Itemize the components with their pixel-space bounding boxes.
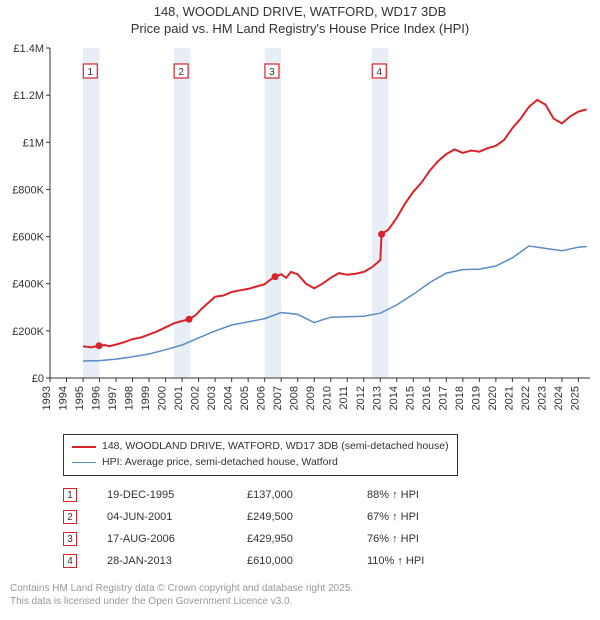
svg-text:2003: 2003 <box>206 386 218 410</box>
svg-text:2005: 2005 <box>239 386 251 410</box>
footer-line2: This data is licensed under the Open Gov… <box>10 596 292 607</box>
sales-row: 3 17-AUG-2006£429,95076% ↑ HPI <box>63 528 487 550</box>
legend-swatch-blue <box>72 462 96 463</box>
chart-title: 148, WOODLAND DRIVE, WATFORD, WD17 3DB P… <box>0 0 600 38</box>
svg-text:2007: 2007 <box>272 386 284 410</box>
sale-date: 17-AUG-2006 <box>107 533 247 545</box>
chart-plot-area: 1 2 3 4 £0 £200K £400K £600K £800K £1M £1.2M £1.4M 1… <box>0 38 600 428</box>
sale-marker-box: 4 <box>63 554 77 568</box>
svg-text:2001: 2001 <box>173 386 185 410</box>
sales-row: 2 04-JUN-2001£249,50067% ↑ HPI <box>63 506 487 528</box>
svg-text:1995: 1995 <box>74 386 86 410</box>
svg-text:1993: 1993 <box>41 386 53 410</box>
legend-label-red: 148, WOODLAND DRIVE, WATFORD, WD17 3DB (… <box>102 439 449 455</box>
svg-text:2009: 2009 <box>305 386 317 410</box>
sales-table: 1 19-DEC-1995£137,00088% ↑ HPI 2 04-JUN-200… <box>63 484 487 572</box>
svg-text:2025: 2025 <box>569 386 581 410</box>
svg-text:2021: 2021 <box>503 386 515 410</box>
sale-pct: 110% ↑ HPI <box>367 555 487 567</box>
svg-text:£1.4M: £1.4M <box>13 43 44 55</box>
svg-text:2008: 2008 <box>289 386 301 410</box>
svg-text:£1M: £1M <box>23 137 44 149</box>
svg-text:2022: 2022 <box>520 386 532 410</box>
svg-text:2011: 2011 <box>338 386 350 410</box>
sale-price: £610,000 <box>247 555 367 567</box>
svg-text:3: 3 <box>269 67 275 78</box>
sale-marker-box: 3 <box>63 532 77 546</box>
svg-text:2015: 2015 <box>404 386 416 410</box>
svg-text:£1.2M: £1.2M <box>13 90 44 102</box>
svg-text:2010: 2010 <box>322 386 334 410</box>
svg-text:£800K: £800K <box>12 184 44 196</box>
svg-text:2020: 2020 <box>487 386 499 410</box>
svg-text:2000: 2000 <box>157 386 169 410</box>
svg-text:1997: 1997 <box>107 386 119 410</box>
sale-price: £429,950 <box>247 533 367 545</box>
title-address: 148, WOODLAND DRIVE, WATFORD, WD17 3DB <box>154 4 447 19</box>
sale-marker-box: 2 <box>63 510 77 524</box>
legend-row-red: 148, WOODLAND DRIVE, WATFORD, WD17 3DB (… <box>72 439 449 455</box>
legend: 148, WOODLAND DRIVE, WATFORD, WD17 3DB (… <box>63 434 458 476</box>
svg-text:2017: 2017 <box>437 386 449 410</box>
sale-price: £137,000 <box>247 489 367 501</box>
svg-text:1996: 1996 <box>91 386 103 410</box>
svg-text:1: 1 <box>88 67 94 78</box>
sale-marker-box: 1 <box>63 488 77 502</box>
svg-text:1994: 1994 <box>58 386 70 410</box>
sale-pct: 67% ↑ HPI <box>367 511 487 523</box>
svg-text:2019: 2019 <box>470 386 482 410</box>
svg-text:2024: 2024 <box>553 386 565 410</box>
svg-text:£400K: £400K <box>12 278 44 290</box>
svg-text:2023: 2023 <box>536 386 548 410</box>
svg-text:4: 4 <box>376 67 382 78</box>
footer-attribution: Contains HM Land Registry data © Crown c… <box>10 582 353 608</box>
svg-text:2002: 2002 <box>190 386 202 410</box>
legend-swatch-red <box>72 446 96 448</box>
svg-text:2012: 2012 <box>355 386 367 410</box>
legend-label-blue: HPI: Average price, semi-detached house,… <box>102 455 338 471</box>
legend-row-blue: HPI: Average price, semi-detached house,… <box>72 455 449 471</box>
chart-container: 148, WOODLAND DRIVE, WATFORD, WD17 3DB P… <box>0 0 600 620</box>
sales-row: 4 28-JAN-2013£610,000110% ↑ HPI <box>63 550 487 572</box>
title-subtitle: Price paid vs. HM Land Registry's House … <box>131 21 469 36</box>
sale-date: 28-JAN-2013 <box>107 555 247 567</box>
svg-text:2006: 2006 <box>256 386 268 410</box>
sale-date: 04-JUN-2001 <box>107 511 247 523</box>
svg-text:1998: 1998 <box>124 386 136 410</box>
sale-pct: 88% ↑ HPI <box>367 489 487 501</box>
svg-text:2014: 2014 <box>388 386 400 410</box>
svg-text:£600K: £600K <box>12 231 44 243</box>
svg-text:£0: £0 <box>32 373 44 385</box>
svg-text:1999: 1999 <box>140 386 152 410</box>
svg-text:£200K: £200K <box>12 326 44 338</box>
sale-price: £249,500 <box>247 511 367 523</box>
svg-text:2: 2 <box>178 67 184 78</box>
footer-line1: Contains HM Land Registry data © Crown c… <box>10 583 353 594</box>
svg-text:2018: 2018 <box>454 386 466 410</box>
sale-date: 19-DEC-1995 <box>107 489 247 501</box>
svg-text:2004: 2004 <box>223 386 235 410</box>
svg-text:2013: 2013 <box>371 386 383 410</box>
sale-pct: 76% ↑ HPI <box>367 533 487 545</box>
sales-row: 1 19-DEC-1995£137,00088% ↑ HPI <box>63 484 487 506</box>
svg-text:2016: 2016 <box>421 386 433 410</box>
chart-svg: 1 2 3 4 £0 £200K £400K £600K £800K £1M £1.2M £1.4M 1… <box>0 38 600 468</box>
